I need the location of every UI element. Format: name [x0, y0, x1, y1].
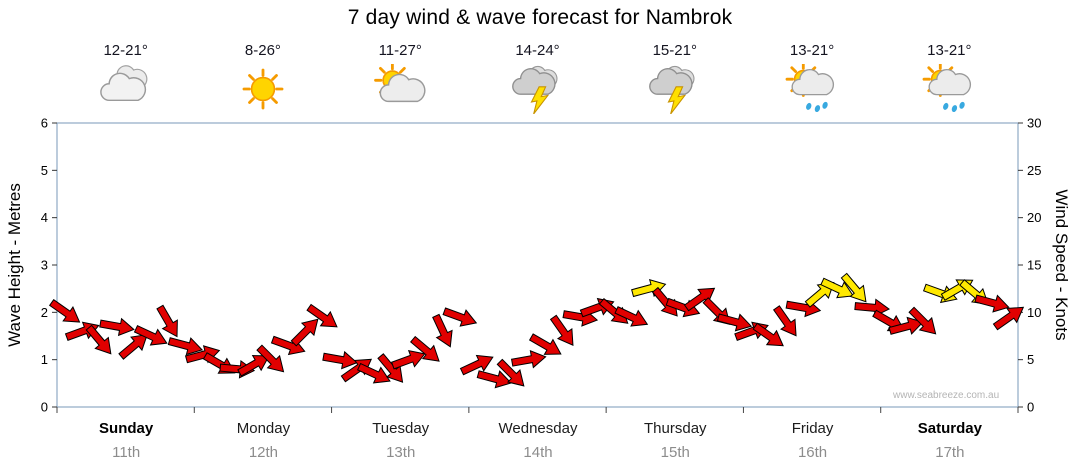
wind-arrow: [256, 344, 285, 373]
left-tick-label: 2: [41, 305, 48, 320]
wind-arrow: [322, 350, 358, 370]
wind-arrow: [306, 303, 338, 328]
wind-arrow: [410, 335, 440, 362]
wind-arrow: [202, 352, 236, 374]
wind-arrow: [716, 313, 753, 332]
weather-icon-sun-cloud: [372, 64, 428, 114]
wind-arrow: [99, 317, 135, 337]
weather-icon-sun-cloud-rain: [921, 64, 977, 114]
wind-arrow: [390, 350, 426, 370]
day-label: Monday: [236, 420, 291, 437]
day-label: Sunday: [99, 420, 154, 437]
wind-arrow: [772, 305, 797, 337]
sunny-icon: [242, 68, 284, 110]
sun-cloud-icon: [374, 64, 426, 103]
day-date: 15th: [660, 444, 690, 461]
wind-arrow: [974, 294, 1010, 313]
day-temperature: 13-21°: [927, 42, 972, 59]
day-date: 14th: [523, 444, 553, 461]
wind-arrow: [752, 322, 784, 347]
sun-cloud-rain-icon: [785, 64, 835, 113]
weather-icon-cloudy: [98, 64, 154, 114]
right-axis-label: Wind Speed - Knots: [1052, 189, 1071, 341]
day-temperature: 13-21°: [789, 42, 835, 59]
wind-arrow: [48, 298, 81, 323]
wind-arrow: [156, 304, 178, 338]
day-label: Wednesday: [498, 420, 578, 437]
wind-arrow: [442, 307, 478, 327]
weather-icon-sunny: [235, 64, 291, 114]
right-tick-label: 0: [1027, 400, 1034, 415]
left-tick-label: 0: [41, 400, 48, 415]
thunderstorm-icon: [511, 65, 557, 114]
day-label: Tuesday: [372, 420, 430, 437]
wind-arrow: [683, 287, 716, 312]
left-axis-label: Wave Height - Metres: [5, 183, 24, 347]
wind-arrow: [377, 353, 404, 383]
wind-arrow: [854, 298, 890, 318]
right-tick-label: 10: [1027, 305, 1041, 320]
left-tick-label: 5: [41, 163, 48, 178]
day-temperature: 14-24°: [515, 42, 560, 59]
thunderstorm-icon: [648, 65, 695, 114]
day-temperature: 15-21°: [652, 42, 697, 59]
right-tick-label: 5: [1027, 352, 1034, 367]
weather-icon-thunderstorm: [510, 64, 566, 114]
wind-arrow: [167, 337, 204, 356]
wind-arrow: [528, 333, 562, 355]
right-tick-label: 30: [1027, 116, 1041, 131]
wind-arrow: [356, 362, 391, 384]
wind-arrow: [888, 316, 924, 335]
day-temperature: 8-26°: [244, 42, 281, 59]
wind-arrow: [992, 306, 1025, 331]
wind-arrow: [118, 333, 148, 360]
wind-arrow: [85, 324, 112, 355]
right-tick-label: 15: [1027, 258, 1041, 273]
watermark: www.seabreeze.com.au: [893, 390, 1000, 401]
page-title: 7 day wind & wave forecast for Nambrok: [347, 6, 733, 29]
cloudy-icon: [99, 65, 147, 102]
wind-arrow: [908, 306, 937, 335]
day-date: 17th: [935, 444, 965, 461]
wind-arrow: [549, 314, 574, 347]
day-date: 13th: [386, 444, 416, 461]
day-temperature: 11-27°: [378, 42, 422, 59]
left-tick-label: 1: [41, 352, 48, 367]
wind-arrow: [614, 306, 649, 327]
wind-arrow: [133, 324, 168, 346]
left-tick-label: 6: [41, 116, 48, 131]
wind-arrow: [290, 318, 319, 347]
left-tick-label: 4: [41, 210, 48, 225]
wind-arrow: [804, 281, 835, 308]
wind-arrow: [872, 309, 905, 332]
day-label: Friday: [791, 420, 834, 437]
wind-arrow: [237, 355, 270, 377]
right-tick-label: 20: [1027, 210, 1041, 225]
wind-arrow: [432, 313, 453, 348]
day-date: 12th: [248, 444, 279, 461]
wind-arrow: [496, 358, 525, 387]
weather-icon-sun-cloud-rain: [784, 64, 840, 114]
wind-arrow: [459, 354, 494, 376]
day-label: Thursday: [644, 420, 707, 437]
wind-arrow: [840, 272, 867, 303]
day-label: Saturday: [917, 420, 982, 437]
wind-arrow: [820, 277, 855, 299]
wind-arrow: [476, 370, 512, 389]
right-tick-label: 25: [1027, 163, 1041, 178]
sun-cloud-rain-icon: [922, 64, 972, 113]
day-date: 16th: [797, 444, 828, 461]
day-temperature: 12-21°: [103, 42, 148, 59]
weather-icon-thunderstorm: [647, 64, 703, 114]
day-date: 11th: [112, 444, 141, 461]
wind-arrow: [510, 350, 547, 369]
left-tick-label: 3: [41, 258, 48, 273]
